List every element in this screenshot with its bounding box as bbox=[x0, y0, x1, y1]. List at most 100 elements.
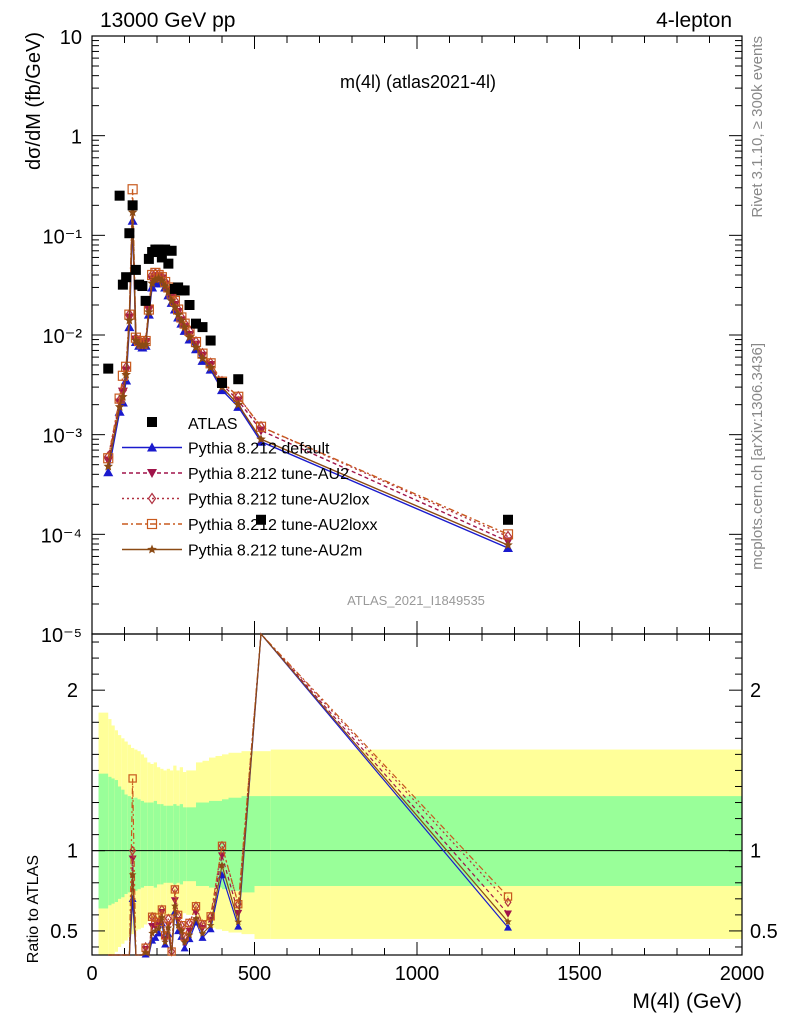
data-point bbox=[166, 245, 177, 256]
stat-uncertainty-band bbox=[209, 800, 216, 888]
legend-label: Pythia 8.212 tune-AU2m bbox=[188, 543, 362, 560]
stat-uncertainty-band bbox=[163, 805, 167, 883]
ratio-series-point bbox=[180, 938, 189, 946]
ratio-series-point bbox=[174, 921, 182, 929]
legend-entry: Pythia 8.212 tune-AU2m bbox=[122, 543, 362, 560]
ratio-series-point bbox=[504, 897, 512, 908]
ratio-series-point bbox=[171, 902, 179, 910]
series-layer bbox=[103, 184, 514, 958]
ratio-series-point bbox=[234, 918, 243, 926]
ratio-tick-label: 2 bbox=[67, 680, 78, 702]
ratio-series-point bbox=[164, 914, 173, 923]
data-point bbox=[114, 190, 125, 201]
ratio-tick-label: 0.5 bbox=[50, 921, 78, 943]
legend-entry: ATLAS bbox=[147, 416, 238, 433]
stat-uncertainty-band bbox=[108, 776, 112, 906]
data-point bbox=[205, 335, 216, 346]
ratio-series-point bbox=[164, 923, 173, 932]
stat-uncertainty-band bbox=[111, 778, 115, 904]
ratio-series-point bbox=[234, 899, 243, 909]
series-point bbox=[184, 332, 195, 342]
legend-label: Pythia 8.212 tune-AU2lox bbox=[188, 492, 369, 509]
series-point bbox=[127, 184, 138, 195]
data-point bbox=[184, 299, 195, 310]
data-point bbox=[124, 228, 135, 239]
ratio-series-point bbox=[180, 944, 189, 952]
series-point bbox=[127, 207, 138, 217]
x-tick-label: 0 bbox=[86, 963, 97, 985]
stat-uncertainty-band bbox=[124, 794, 128, 895]
data-point bbox=[163, 258, 174, 269]
stat-uncertainty-band bbox=[183, 807, 187, 882]
analysis-id: ATLAS_2021_I1849535 bbox=[347, 593, 485, 608]
stat-uncertainty-band bbox=[173, 804, 177, 885]
ratio-series-point bbox=[218, 861, 226, 869]
series-point bbox=[256, 434, 266, 444]
ratio-series-point bbox=[206, 921, 215, 929]
series-point bbox=[197, 353, 208, 363]
series-point bbox=[205, 362, 216, 372]
legend-entry: Pythia 8.212 tune-AU2lox bbox=[122, 492, 369, 509]
x-tick-label: 1000 bbox=[395, 963, 440, 985]
ratio-series-point bbox=[217, 841, 227, 851]
data-point bbox=[103, 363, 114, 374]
legend-marker bbox=[147, 442, 157, 452]
series-point bbox=[173, 309, 183, 319]
stat-uncertainty-band bbox=[134, 797, 138, 891]
x-tick-label: 2000 bbox=[720, 963, 765, 985]
ratio-series-point bbox=[206, 925, 215, 933]
axes: 10⁻⁵ 10⁻⁴ 10⁻³ 10⁻² 10⁻¹ 1 10 0 500 1000 1500 2000 0… bbox=[41, 27, 778, 985]
stat-uncertainty-band bbox=[121, 789, 125, 898]
series-point bbox=[140, 339, 151, 349]
ratio-series-point bbox=[185, 918, 194, 928]
series-point bbox=[103, 461, 113, 471]
series-point bbox=[217, 385, 227, 395]
stat-uncertainty-band bbox=[176, 805, 180, 883]
data-point bbox=[256, 514, 266, 525]
data-point bbox=[121, 272, 132, 283]
data-point bbox=[197, 322, 208, 333]
ratio-series-point bbox=[185, 930, 194, 939]
stat-uncertainty-band bbox=[228, 797, 235, 891]
data-series bbox=[103, 190, 513, 525]
x-axis-label: M(4l) (GeV) bbox=[632, 990, 742, 1013]
ratio-tick-label: 2 bbox=[750, 680, 761, 702]
ratio-tick-label: 0.5 bbox=[750, 921, 778, 943]
ratio-series-point bbox=[177, 926, 186, 935]
legend-marker bbox=[147, 492, 157, 505]
data-point bbox=[160, 244, 171, 255]
series-point bbox=[176, 315, 187, 325]
series-point bbox=[160, 281, 170, 291]
series-point bbox=[137, 340, 148, 350]
ratio-series-point bbox=[234, 909, 243, 918]
stat-uncertainty-band bbox=[147, 802, 151, 886]
stat-uncertainty-band bbox=[202, 802, 209, 886]
ratio-series-point bbox=[158, 913, 166, 921]
rivet-label: Rivet 3.1.10, ≥ 300k events bbox=[749, 36, 766, 218]
series-point bbox=[121, 369, 131, 379]
stat-uncertainty-band bbox=[140, 800, 144, 888]
ratio-series-point bbox=[157, 905, 167, 914]
stat-uncertainty-band bbox=[186, 807, 190, 882]
series-point bbox=[118, 391, 128, 401]
chart-title: m(4l) (atlas2021-4l) bbox=[340, 72, 496, 92]
ratio-series-point bbox=[148, 929, 156, 937]
series-point bbox=[503, 540, 513, 550]
stat-uncertainty-band bbox=[179, 804, 183, 885]
data-point bbox=[130, 264, 141, 275]
series-point bbox=[147, 278, 157, 288]
ratio-series-point bbox=[504, 917, 512, 925]
data-point bbox=[117, 279, 128, 290]
x-tick-label: 500 bbox=[238, 963, 271, 985]
stat-uncertainty-band bbox=[118, 786, 122, 899]
ratio-series-point bbox=[151, 933, 160, 941]
y-tick-label: 10⁻² bbox=[43, 326, 83, 348]
data-point bbox=[233, 374, 244, 385]
stat-uncertainty-band bbox=[235, 797, 242, 891]
stat-uncertainty-band bbox=[189, 807, 196, 882]
y-tick-label: 10⁻¹ bbox=[43, 226, 83, 248]
stat-uncertainty-band bbox=[137, 799, 141, 890]
ratio-series-point bbox=[234, 922, 243, 930]
series-point bbox=[103, 467, 114, 477]
legend-marker bbox=[147, 544, 157, 554]
